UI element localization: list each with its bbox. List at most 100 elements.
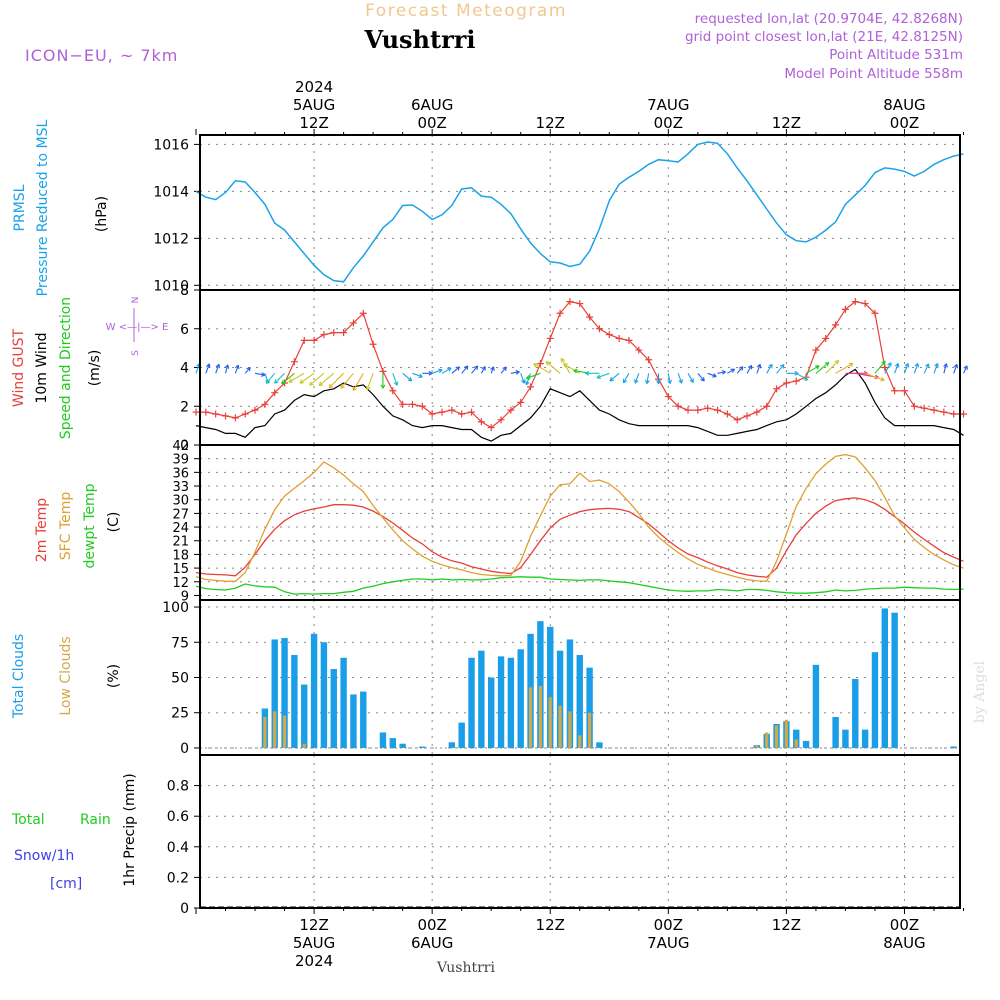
y-tick-label: 1014 — [153, 184, 189, 200]
wind-arrow — [746, 365, 753, 374]
pressure-line — [195, 141, 964, 283]
gust-point — [684, 406, 692, 414]
total-cloud-bar — [556, 650, 564, 748]
gust-point — [625, 336, 633, 344]
wind-arrow — [903, 363, 909, 374]
gust-point — [645, 356, 653, 364]
gust-point — [408, 400, 416, 408]
wind-arrow-head — [721, 370, 726, 375]
wind-arrow-head — [678, 379, 683, 384]
wind-arrow-head — [545, 361, 551, 366]
wind-arrow — [835, 362, 854, 374]
gust-point — [960, 410, 968, 418]
wind-arrow — [923, 363, 930, 374]
wind-arrow-head — [667, 379, 672, 384]
total-cloud-bar — [478, 650, 485, 748]
y-tick-label: 27 — [172, 507, 189, 522]
gust-point — [812, 346, 820, 354]
wind-arrow — [244, 366, 251, 374]
wind-arrow-head — [274, 379, 279, 384]
time-label-top: 00Z — [890, 114, 919, 132]
wind-arrow-head — [645, 379, 650, 384]
time-label-bottom: 6AUG — [411, 934, 453, 952]
wind-arrow — [299, 372, 315, 384]
wind-arrow-head — [407, 377, 413, 382]
wind-arrow-head — [520, 379, 526, 384]
wind-arrow-head — [596, 374, 601, 379]
wind-arrow — [281, 372, 295, 385]
gust-point — [792, 377, 800, 385]
y-tick-label: 12 — [172, 576, 189, 591]
gust-point — [487, 424, 495, 432]
total-cloud-bar — [271, 639, 278, 748]
wind-dir-label: Speed and Direction — [58, 297, 74, 439]
gust-point — [359, 309, 367, 317]
wind-arrow-head — [328, 383, 334, 389]
time-label-top: 12Z — [536, 114, 565, 132]
gust-point — [635, 346, 643, 354]
low-cloud-bar — [794, 739, 798, 748]
wind-arrow-head — [447, 367, 452, 372]
dewpt-line — [195, 576, 964, 595]
y-tick-label: 75 — [171, 635, 189, 651]
wind-arrow — [352, 373, 364, 391]
wind-arrow-head — [525, 380, 530, 386]
wind-arrow — [480, 366, 486, 374]
wind-arrow-head — [689, 378, 694, 383]
low-cloud-bar — [263, 716, 267, 748]
wind-arrow-head — [481, 366, 486, 371]
panel-border — [199, 134, 961, 291]
gust-point — [251, 406, 259, 414]
wind-arrow-head — [656, 380, 661, 385]
y-tick-label: 0 — [180, 901, 189, 917]
total-cloud-bar — [537, 621, 544, 748]
wind-arrow — [596, 372, 610, 379]
snow-label: Snow/1h — [14, 848, 74, 864]
y-tick-label: 21 — [172, 535, 189, 550]
panel-wind: 0 2 4 6 8 — [180, 283, 960, 454]
wind-arrow — [717, 371, 726, 374]
time-label-top: 12Z — [772, 114, 801, 132]
wind-arrow — [766, 363, 773, 374]
gust-point — [674, 402, 682, 410]
y-tick-label: 0.6 — [167, 809, 189, 825]
wind-arrow — [805, 365, 820, 374]
y-tick-label: 4 — [180, 361, 189, 377]
gust-point — [271, 389, 279, 397]
total-cloud-bar — [891, 612, 898, 748]
wind-arrow-head — [418, 373, 423, 379]
total-cloud-bar — [852, 678, 859, 748]
wind-arrow — [677, 373, 683, 384]
wind-arrow — [392, 373, 398, 386]
wind-arrow — [461, 365, 469, 374]
rain-label-b: Rain — [80, 812, 111, 828]
wind-arrow — [274, 372, 285, 384]
gust-point — [222, 412, 230, 420]
wind-arrow — [560, 358, 571, 374]
total-cloud-bar — [330, 669, 337, 748]
y-tick-label: 50 — [171, 671, 189, 687]
time-label-top: 00Z — [417, 114, 446, 132]
wind-arrow-head — [824, 361, 830, 367]
y-tick-label: 1016 — [153, 137, 189, 153]
time-label-bottom: 12Z — [772, 916, 801, 934]
gust-point — [418, 402, 426, 410]
wind-arrow-head — [943, 363, 948, 368]
wind-arrow — [825, 360, 839, 374]
gust-point — [841, 305, 849, 313]
gust-point — [448, 406, 456, 414]
gust-point — [704, 404, 712, 412]
wind-arrow-head — [490, 366, 495, 371]
wind-arrow — [634, 373, 640, 384]
y-tick-label: 25 — [171, 706, 189, 722]
wind-arrow-head — [318, 381, 324, 387]
wind-arrow — [727, 368, 735, 374]
total-cloud-bar — [291, 654, 298, 748]
y-tick-label: 1010 — [153, 278, 189, 294]
wind-arrow — [340, 372, 354, 389]
y-tick-label: 36 — [172, 466, 189, 481]
gridpoint-coords: grid point closest lon,lat (21E, 42.8125… — [685, 29, 963, 45]
gust-point — [202, 408, 210, 416]
gust-point — [595, 325, 603, 333]
